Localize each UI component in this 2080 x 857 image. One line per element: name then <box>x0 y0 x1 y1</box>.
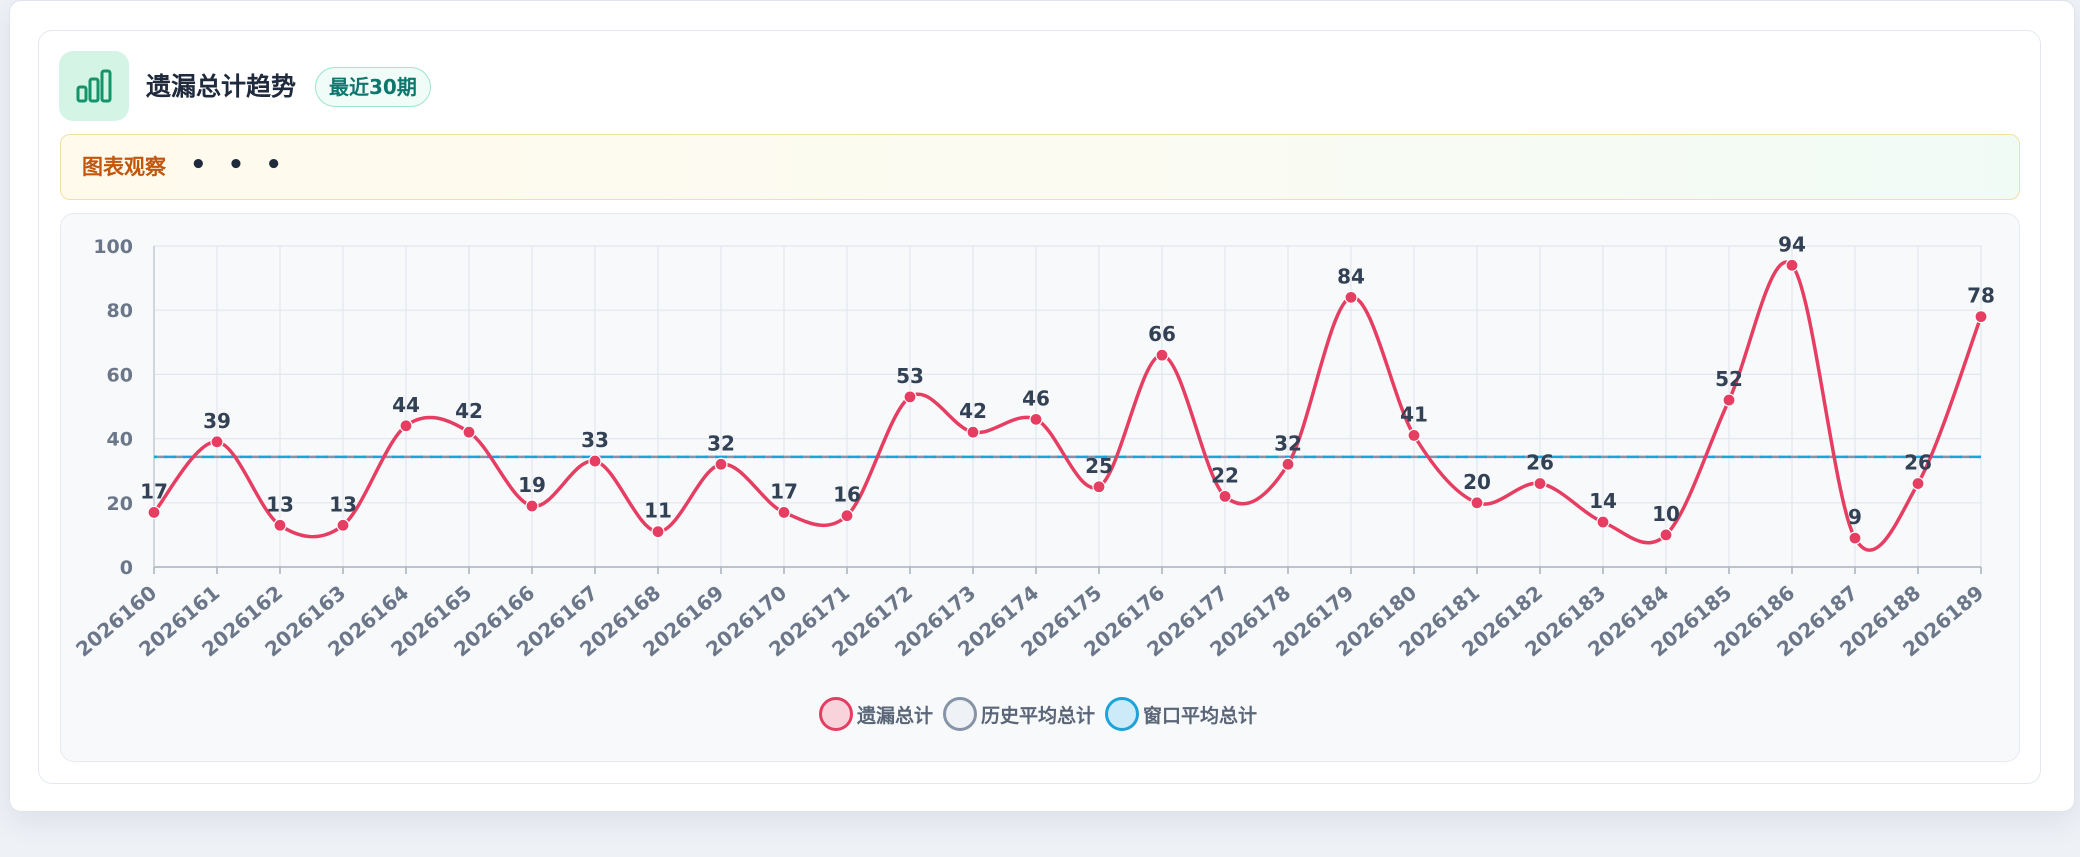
data-label: 16 <box>833 483 861 507</box>
data-label: 94 <box>1778 232 1806 256</box>
data-label: 17 <box>140 479 168 503</box>
data-label: 17 <box>770 479 798 503</box>
x-tick-labels: 2026160202616120261622026163202616420261… <box>71 580 1988 661</box>
series-swatch-icon <box>818 697 853 731</box>
series-line <box>152 260 1983 552</box>
data-point <box>1533 476 1547 491</box>
data-label: 14 <box>1589 489 1617 513</box>
history-avg-swatch-icon <box>942 697 977 731</box>
legend-item-history-avg[interactable]: 历史平均总计 <box>942 697 1095 731</box>
more-dots-icon[interactable]: • • • <box>190 150 288 180</box>
data-point <box>1596 515 1610 529</box>
data-point <box>1848 531 1862 545</box>
data-point <box>714 457 728 471</box>
window-avg-swatch-icon <box>1105 697 1139 731</box>
series-line-layer <box>152 260 1983 552</box>
data-label: 20 <box>1463 470 1491 494</box>
data-label: 33 <box>581 428 609 452</box>
observation-label: 图表观察 <box>82 155 166 179</box>
legend-label: 遗漏总计 <box>856 704 933 727</box>
data-point <box>1722 393 1736 407</box>
data-point <box>1659 528 1673 542</box>
data-label: 44 <box>392 393 420 417</box>
y-tick-label: 60 <box>107 364 133 386</box>
data-label: 26 <box>1526 451 1554 475</box>
data-label: 13 <box>266 492 294 516</box>
data-point <box>525 499 539 513</box>
data-label: 41 <box>1400 402 1428 426</box>
data-label: 13 <box>329 492 357 516</box>
data-point <box>1218 489 1232 503</box>
data-point <box>1974 310 1988 324</box>
data-point <box>273 518 287 532</box>
data-point <box>840 509 854 523</box>
data-label: 84 <box>1337 264 1365 288</box>
data-label: 22 <box>1211 463 1239 487</box>
data-point <box>1470 496 1484 510</box>
data-label: 10 <box>1652 502 1680 526</box>
data-point <box>1155 348 1169 362</box>
data-label: 53 <box>896 364 924 388</box>
data-label: 52 <box>1715 367 1743 391</box>
y-tick-label: 40 <box>107 429 133 451</box>
data-label: 32 <box>707 431 735 455</box>
data-label: 39 <box>203 409 231 433</box>
y-tick-label: 20 <box>107 493 133 515</box>
data-point <box>1281 457 1295 471</box>
grid-lines <box>153 245 1982 567</box>
data-label: 66 <box>1148 322 1176 346</box>
data-point <box>399 419 413 433</box>
data-label: 32 <box>1274 431 1302 455</box>
y-tick-label: 100 <box>93 236 133 258</box>
data-point <box>966 425 980 439</box>
period-badge: 最近30期 <box>315 67 431 107</box>
card-title: 遗漏总计趋势 <box>146 72 297 101</box>
legend-label: 窗口平均总计 <box>1143 704 1258 727</box>
data-label: 11 <box>644 499 672 523</box>
data-point <box>462 425 476 439</box>
axes <box>153 246 1982 574</box>
data-point <box>1029 412 1043 426</box>
y-tick-labels: 0 20 40 60 80 100 <box>93 236 133 579</box>
bar-chart-icon <box>59 51 129 121</box>
data-label: 42 <box>959 399 987 423</box>
data-labels: 17 39 13 13 44 42 19 33 11 32 17 16 53 42 46 25 66 22 32 84… <box>140 232 1995 529</box>
data-points <box>147 258 1988 545</box>
data-label: 26 <box>1904 451 1932 475</box>
y-tick-label: 0 <box>120 557 133 579</box>
data-point <box>147 505 161 520</box>
data-point <box>1911 476 1925 491</box>
chart-legend: 遗漏总计 历史平均总计 窗口平均总计 <box>0 692 2078 736</box>
data-point <box>1407 428 1421 442</box>
legend-item-series[interactable]: 遗漏总计 <box>818 697 933 731</box>
data-label: 25 <box>1085 454 1113 478</box>
data-label: 9 <box>1848 505 1862 529</box>
chart-observation-bar[interactable]: 图表观察 • • • <box>60 134 2020 200</box>
data-point <box>336 518 350 532</box>
legend-item-window-avg[interactable]: 窗口平均总计 <box>1105 697 1257 731</box>
data-label: 42 <box>455 399 483 423</box>
data-point <box>1785 258 1799 272</box>
data-label: 78 <box>1967 284 1995 308</box>
y-tick-label: 80 <box>107 300 133 322</box>
data-point <box>1344 290 1358 304</box>
data-point <box>1092 480 1106 494</box>
data-point <box>588 454 602 468</box>
data-point <box>777 505 791 520</box>
data-label: 46 <box>1022 386 1050 410</box>
legend-label: 历史平均总计 <box>980 704 1095 727</box>
data-point <box>651 525 665 539</box>
data-point <box>903 390 917 404</box>
data-point <box>210 435 224 449</box>
data-label: 19 <box>518 473 546 497</box>
